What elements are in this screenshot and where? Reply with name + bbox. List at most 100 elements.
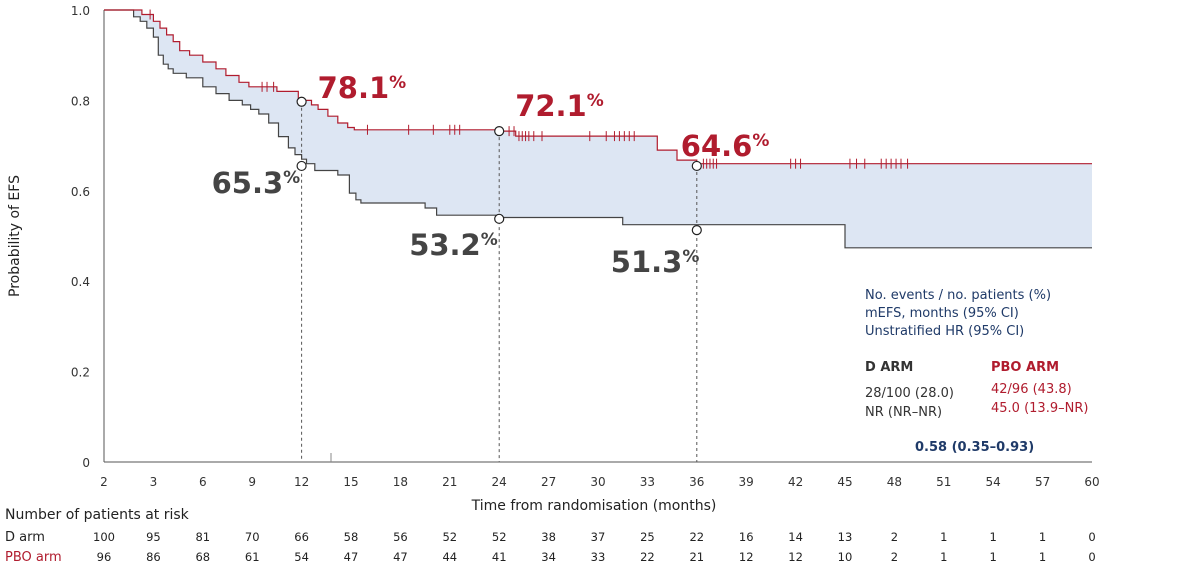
series-layer bbox=[104, 9, 1092, 249]
risk-value: 61 bbox=[245, 550, 260, 564]
y-tick-labels: 0 0.2 0.4 0.6 0.8 1.0 bbox=[71, 4, 90, 470]
x-tick-label: 27 bbox=[541, 475, 556, 489]
series-pbo-arm-line bbox=[104, 9, 1092, 249]
risk-value: 34 bbox=[541, 550, 556, 564]
risk-value: 66 bbox=[294, 530, 309, 544]
risk-value: 47 bbox=[393, 550, 408, 564]
risk-value: 52 bbox=[492, 530, 507, 544]
risk-value: 37 bbox=[591, 530, 606, 544]
risk-value: 14 bbox=[788, 530, 803, 544]
x-tick-label: 45 bbox=[837, 475, 852, 489]
risk-value: 41 bbox=[492, 550, 507, 564]
risk-value: 100 bbox=[93, 530, 115, 544]
x-tick-label: 57 bbox=[1035, 475, 1050, 489]
legend-d-arm-mefs: NR (NR–NR) bbox=[865, 405, 942, 420]
risk-value: 33 bbox=[591, 550, 606, 564]
d-arm-landmark-label: 72.1% bbox=[515, 89, 604, 123]
risk-value: 1 bbox=[990, 550, 997, 564]
pbo-arm-landmark-label: 53.2% bbox=[409, 228, 498, 262]
risk-value: 1 bbox=[940, 550, 947, 564]
risk-value: 56 bbox=[393, 530, 408, 544]
risk-value: 81 bbox=[195, 530, 210, 544]
pbo-arm-landmark-marker bbox=[494, 213, 505, 224]
risk-value: 0 bbox=[1088, 550, 1095, 564]
risk-value: 95 bbox=[146, 530, 161, 544]
x-tick-label: 30 bbox=[590, 475, 605, 489]
x-tick-label: 21 bbox=[442, 475, 457, 489]
x-tick-label: 3 bbox=[150, 475, 158, 489]
risk-value: 52 bbox=[442, 530, 457, 544]
pbo-arm-landmark-marker bbox=[296, 160, 307, 172]
series-d-arm-line bbox=[104, 9, 1092, 165]
risk-value: 96 bbox=[97, 550, 112, 564]
legend-pbo-arm-mefs: 45.0 (13.9–NR) bbox=[991, 401, 1088, 416]
risk-value: 47 bbox=[344, 550, 359, 564]
risk-value: 68 bbox=[195, 550, 210, 564]
risk-value: 13 bbox=[838, 530, 853, 544]
x-tick-label: 33 bbox=[640, 475, 655, 489]
x-axis-title: Time from randomisation (months) bbox=[471, 498, 717, 514]
y-tick-label: 1.0 bbox=[71, 4, 90, 18]
risk-value: 1 bbox=[990, 530, 997, 544]
difference-band bbox=[104, 10, 1092, 248]
y-tick-label: 0.4 bbox=[71, 275, 90, 289]
legend-box: No. events / no. patients (%) mEFS, mont… bbox=[865, 288, 1088, 455]
pbo-arm-landmark-label: 65.3% bbox=[212, 166, 301, 200]
risk-value: 1 bbox=[940, 530, 947, 544]
risk-value: 12 bbox=[788, 550, 803, 564]
risk-value: 22 bbox=[640, 550, 655, 564]
risk-value: 22 bbox=[689, 530, 704, 544]
d-arm-landmark-marker bbox=[691, 160, 702, 172]
risk-value: 12 bbox=[739, 550, 754, 564]
x-tick-label: 12 bbox=[294, 475, 309, 489]
x-tick-label: 60 bbox=[1084, 475, 1099, 489]
x-tick-label: 39 bbox=[739, 475, 754, 489]
d-arm-landmark-label: 78.1% bbox=[318, 71, 407, 105]
y-tick-label: 0.6 bbox=[71, 185, 90, 199]
x-tick-label: 9 bbox=[248, 475, 256, 489]
risk-value: 58 bbox=[344, 530, 359, 544]
risk-value: 0 bbox=[1088, 530, 1095, 544]
risk-value: 16 bbox=[739, 530, 754, 544]
x-tick-label: 24 bbox=[492, 475, 507, 489]
pbo-arm-landmark-label: 51.3% bbox=[611, 245, 700, 279]
y-tick-label: 0 bbox=[82, 456, 90, 470]
y-tick-label: 0.2 bbox=[71, 366, 90, 380]
x-tick-label: 51 bbox=[936, 475, 951, 489]
risk-table: Number of patients at risk D arm PBO arm… bbox=[5, 507, 1096, 565]
risk-value: 38 bbox=[541, 530, 556, 544]
legend-row-mefs: mEFS, months (95% CI) bbox=[865, 306, 1019, 321]
y-tick-label: 0.8 bbox=[71, 94, 90, 108]
risk-value: 2 bbox=[891, 550, 898, 564]
risk-value: 54 bbox=[294, 550, 309, 564]
risk-value: 44 bbox=[442, 550, 457, 564]
legend-row-events: No. events / no. patients (%) bbox=[865, 288, 1051, 303]
risk-value: 10 bbox=[838, 550, 853, 564]
legend-row-hr: Unstratified HR (95% CI) bbox=[865, 324, 1024, 339]
legend-d-arm-heading: D ARM bbox=[865, 360, 913, 375]
x-tick-label: 48 bbox=[887, 475, 902, 489]
d-arm-landmark-label: 64.6% bbox=[681, 129, 770, 163]
x-tick-label: 18 bbox=[393, 475, 408, 489]
markers-layer bbox=[296, 96, 702, 236]
band-layer bbox=[104, 10, 1092, 248]
x-tick-label: 54 bbox=[986, 475, 1001, 489]
pbo-arm-landmark-marker bbox=[691, 225, 702, 236]
risk-value: 2 bbox=[891, 530, 898, 544]
risk-value: 1 bbox=[1039, 550, 1046, 564]
d-arm-landmark-marker bbox=[296, 96, 307, 107]
risk-value: 21 bbox=[689, 550, 704, 564]
risk-table-title: Number of patients at risk bbox=[5, 507, 190, 523]
x-tick-label: 15 bbox=[343, 475, 358, 489]
legend-d-arm-events: 28/100 (28.0) bbox=[865, 386, 954, 401]
x-tick-label: 42 bbox=[788, 475, 803, 489]
risk-value: 86 bbox=[146, 550, 161, 564]
x-tick-labels: 2 3 6 9 12 15 18 21 24 27 30 33 36 39 42 45 48 51 54 57 60 bbox=[100, 475, 1099, 489]
risk-value: 1 bbox=[1039, 530, 1046, 544]
risk-values: 100 95 81 70 66 58 56 52 52 38 37 25 22 16 14 13 2 1 1 1 096… bbox=[93, 530, 1096, 564]
y-axis-title: Probability of EFS bbox=[7, 175, 23, 297]
risk-row-label-d-arm: D arm bbox=[5, 530, 45, 545]
x-tick-label: 2 bbox=[100, 475, 108, 489]
x-tick-label: 6 bbox=[199, 475, 207, 489]
